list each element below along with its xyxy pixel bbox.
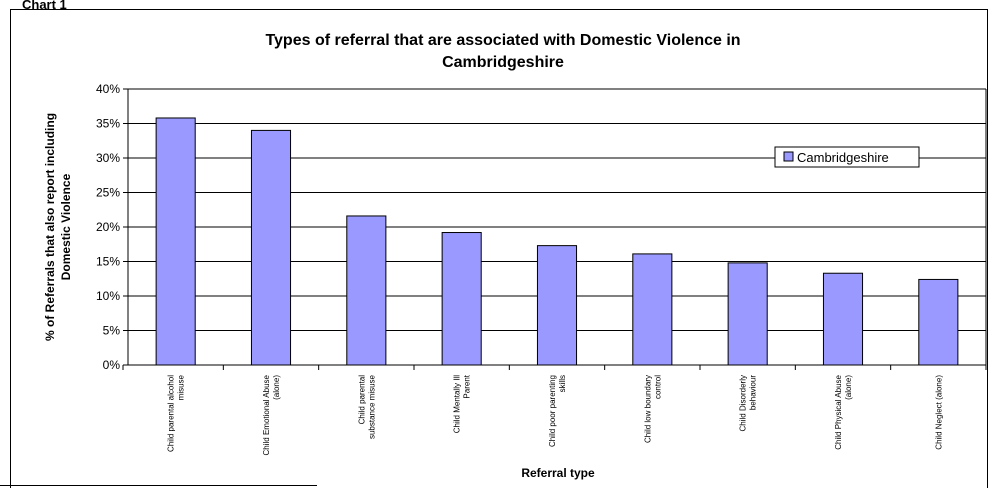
bar — [155, 117, 196, 366]
chart-frame — [10, 9, 988, 488]
chart-title: Types of referral that are associated wi… — [265, 32, 740, 71]
x-category-label: Child low boundary control — [643, 375, 662, 443]
x-category-label: Child Disorderly behaviour — [739, 375, 758, 432]
legend-box — [774, 146, 920, 168]
y-axis-label-line-2: Domestic Violence — [59, 173, 73, 280]
legend: Cambridgeshire — [774, 146, 920, 168]
legend-swatch — [783, 151, 794, 162]
y-tick-label: 40% — [96, 82, 120, 96]
x-category-label-line: Child Disorderly — [739, 375, 748, 431]
y-tick-label: 30% — [96, 151, 120, 165]
x-category-label-line: Child parental alcohol — [167, 375, 176, 452]
x-category-label: Child parental substance misuse — [357, 374, 376, 439]
y-tick-label: 15% — [96, 255, 120, 269]
x-category-label-line: Child Physical Abuse — [834, 374, 843, 449]
x-category-label: Child Mentally Ill Parent — [453, 374, 472, 433]
y-tick-label: 0% — [103, 358, 121, 372]
bar — [250, 129, 292, 366]
y-tick-label: 5% — [103, 324, 121, 338]
x-category-label-line: skills — [558, 375, 567, 392]
x-category-label-line: Child Emotional Abuse — [262, 374, 271, 455]
bars — [155, 117, 959, 366]
chart-title-line-1: Types of referral that are associated wi… — [265, 32, 740, 49]
bar — [727, 262, 768, 366]
y-axis-ticks: 0% 5% 10% 15% 20% 25% 30% 35% 40% — [96, 82, 128, 372]
x-axis-categories: Child parental alcohol misuse Child Emotio… — [122, 365, 987, 456]
x-category-label-line: (alone) — [844, 375, 853, 400]
x-category-label: Child parental alcohol misuse — [167, 374, 186, 451]
x-category-label-line: Child poor parenting — [548, 375, 557, 447]
y-tick-label: 10% — [96, 289, 120, 303]
bar — [441, 232, 482, 366]
x-category-label-line: substance misuse — [367, 374, 376, 439]
bar — [918, 278, 959, 366]
bar — [536, 245, 578, 366]
x-category-label-line: misuse — [177, 374, 186, 400]
x-category-label-line: control — [653, 375, 662, 399]
footer-rule — [0, 485, 317, 486]
x-category-label-line: Child low boundary — [643, 375, 652, 443]
x-category-label-line: Parent — [463, 374, 472, 398]
x-category-label: Child Emotional Abuse (alone) — [262, 374, 281, 455]
x-category-label-line: Child Neglect (alone) — [934, 375, 943, 450]
x-category-label: Child poor parenting skills — [548, 375, 567, 447]
y-tick-label: 25% — [96, 186, 120, 200]
bar — [632, 253, 673, 366]
y-tick-label: 20% — [96, 220, 120, 234]
x-axis-label: Referral type — [521, 466, 595, 480]
bar — [346, 215, 387, 366]
y-axis-label-line-1: % of Referrals that also report includin… — [43, 113, 57, 341]
y-tick-label: 35% — [96, 117, 120, 131]
x-category-label-line: Child Mentally Ill — [453, 375, 462, 433]
x-category-label: Child Neglect (alone) — [934, 375, 943, 450]
chart-title-line-2: Cambridgeshire — [442, 54, 564, 71]
x-category-label: Child Physical Abuse (alone) — [834, 374, 853, 449]
x-category-label-line: behaviour — [749, 375, 758, 410]
bar — [822, 272, 864, 366]
x-category-label-line: Child parental — [357, 375, 366, 425]
y-axis-label: % of Referrals that also report includin… — [43, 113, 73, 341]
x-category-label-line: (alone) — [272, 375, 281, 400]
legend-label: Cambridgeshire — [797, 150, 889, 165]
axes — [127, 89, 987, 366]
